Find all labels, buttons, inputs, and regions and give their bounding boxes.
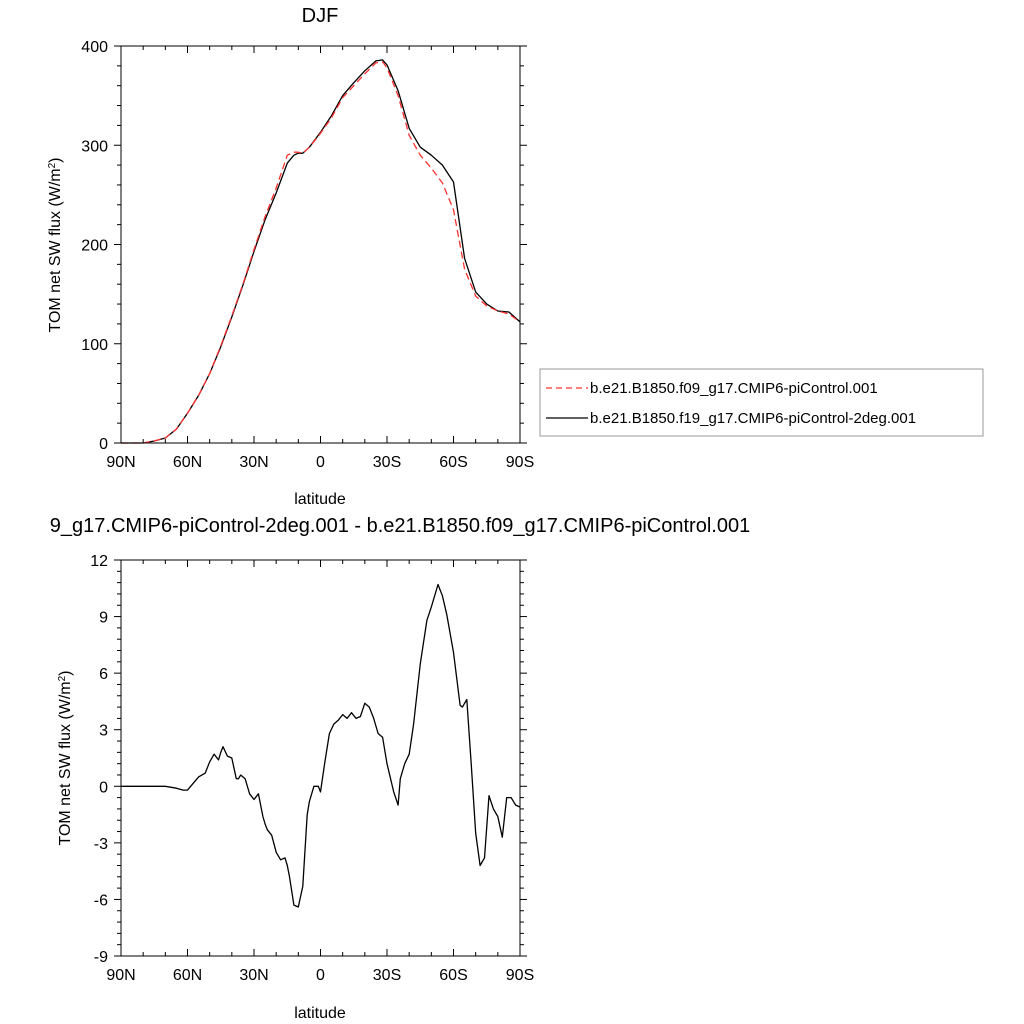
legend: b.e21.B1850.f09_g17.CMIP6-piControl.001 … — [539, 368, 984, 437]
bottom-y-tick-label: 6 — [99, 666, 108, 683]
bottom-y-tick-label: 0 — [99, 779, 108, 796]
bottom-x-tick-label: 0 — [316, 967, 325, 984]
legend-box — [539, 368, 984, 437]
top-series-control — [121, 61, 521, 444]
top-x-tick-label: 0 — [316, 454, 325, 471]
top-plot-frame — [120, 45, 521, 444]
top-y-tick-label: 100 — [81, 337, 108, 354]
top-series-2deg — [121, 59, 521, 444]
bottom-x-tick-label: 30N — [239, 967, 268, 984]
top-x-axis-title: latitude — [294, 491, 346, 508]
bottom-x-tick-label: 90S — [506, 967, 534, 984]
bottom-x-axis-title: latitude — [294, 1005, 346, 1022]
top-y-tick-label: 400 — [81, 39, 108, 56]
bottom-x-tick-label: 60N — [173, 967, 202, 984]
top-y-axis-title: TOM net SW flux (W/m2) — [47, 157, 65, 332]
bottom-plot-frame — [120, 559, 521, 957]
top-x-tick-label: 60N — [173, 454, 202, 471]
top-y-tick-label: 300 — [81, 138, 108, 155]
bottom-y-tick-label: 3 — [99, 723, 108, 740]
top-x-tick-label: 30N — [239, 454, 268, 471]
top-x-tick-label: 30S — [373, 454, 401, 471]
bottom-x-tick-label: 30S — [373, 967, 401, 984]
bottom-y-tick-label: 9 — [99, 610, 108, 627]
bottom-panel-title: 9_g17.CMIP6-piControl-2deg.001 - b.e21.B… — [50, 515, 750, 537]
top-y-tick-label: 200 — [81, 238, 108, 255]
bottom-series-difference — [121, 583, 521, 908]
bottom-y-tick-label: 12 — [90, 553, 108, 570]
top-panel: DJF 90N 60N 30N 0 30S 60S 90S 0 100 200 300 400 lat… — [47, 5, 535, 508]
bottom-x-tick-label: 90N — [106, 967, 135, 984]
bottom-y-tick-label: -9 — [94, 949, 108, 966]
top-y-tick-label: 0 — [99, 436, 108, 453]
bottom-y-tick-label: -6 — [94, 892, 108, 909]
top-x-tick-label: 90N — [106, 454, 135, 471]
top-x-tick-label: 90S — [506, 454, 534, 471]
bottom-x-tick-label: 60S — [439, 967, 467, 984]
bottom-panel: 9_g17.CMIP6-piControl-2deg.001 - b.e21.B… — [50, 515, 750, 1022]
legend-label-control: b.e21.B1850.f09_g17.CMIP6-piControl.001 — [590, 380, 878, 397]
legend-label-2deg: b.e21.B1850.f19_g17.CMIP6-piControl-2deg… — [590, 410, 916, 427]
bottom-y-tick-label: -3 — [94, 836, 108, 853]
top-panel-title: DJF — [302, 5, 339, 27]
top-x-tick-label: 60S — [439, 454, 467, 471]
bottom-y-axis-title: TOM net SW flux (W/m2) — [57, 670, 75, 845]
